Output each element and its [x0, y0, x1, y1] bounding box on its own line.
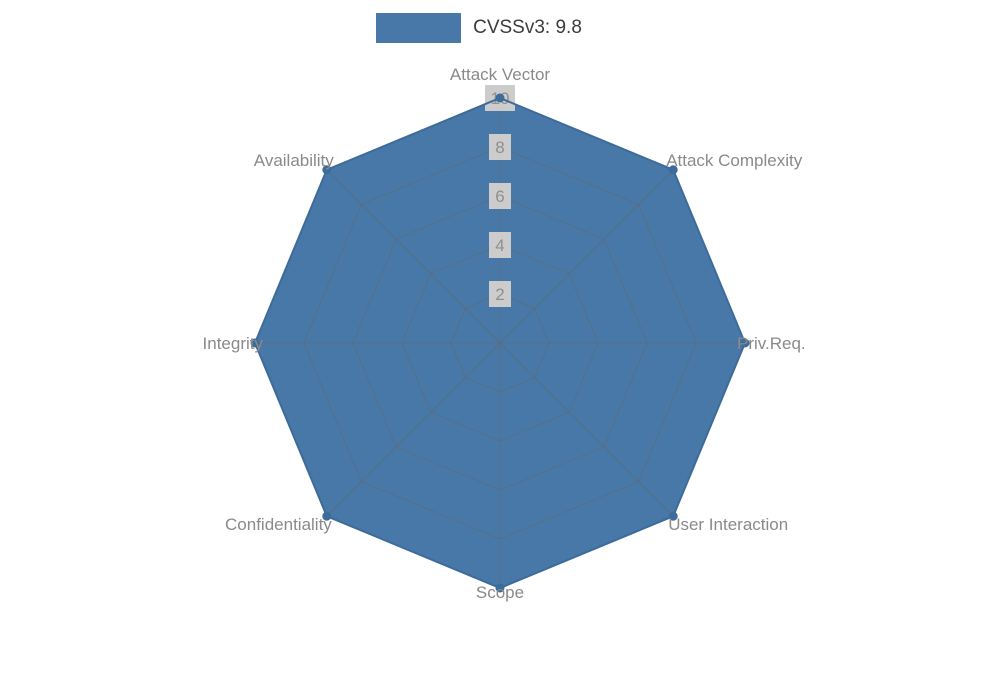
radial-tick-label: 8: [495, 138, 504, 157]
series-marker: [668, 165, 678, 175]
radial-tick-label: 4: [495, 236, 504, 255]
tick-box: [489, 281, 511, 307]
axis-label: User Interaction: [668, 515, 788, 534]
tick-box: [489, 134, 511, 160]
series-marker: [740, 338, 750, 348]
grid-spoke: [499, 342, 674, 517]
series-marker: [322, 511, 332, 521]
axis-label: Attack Complexity: [666, 151, 803, 170]
chart-legend: CVSSv3: 9.8: [0, 13, 958, 43]
radial-tick-label: 6: [495, 187, 504, 206]
axis-label: Priv.Req.: [737, 334, 806, 353]
tick-box: [489, 183, 511, 209]
radial-tick-labels: 246810: [485, 85, 515, 307]
axis-labels: Attack Vector Attack Complexity Priv.Req. U…: [203, 65, 806, 602]
axis-label: Scope: [476, 583, 524, 602]
axis-label: Availability: [254, 151, 335, 170]
series-outline: [250, 93, 750, 593]
series-marker: [250, 338, 260, 348]
axis-label: Integrity: [203, 334, 264, 353]
legend-swatch: [376, 13, 462, 43]
legend-label: CVSSv3: 9.8: [473, 17, 582, 38]
grid-spoke: [326, 342, 501, 517]
series-marker: [668, 511, 678, 521]
tick-box: [489, 232, 511, 258]
axis-label: Attack Vector: [450, 65, 550, 84]
grid-spoke: [499, 169, 674, 344]
grid-spoke: [326, 169, 501, 344]
series-marker: [495, 93, 505, 103]
axis-label: Confidentiality: [225, 515, 332, 534]
series-marker: [495, 583, 505, 593]
series-marker: [322, 165, 332, 175]
radial-tick-label: 2: [495, 285, 504, 304]
